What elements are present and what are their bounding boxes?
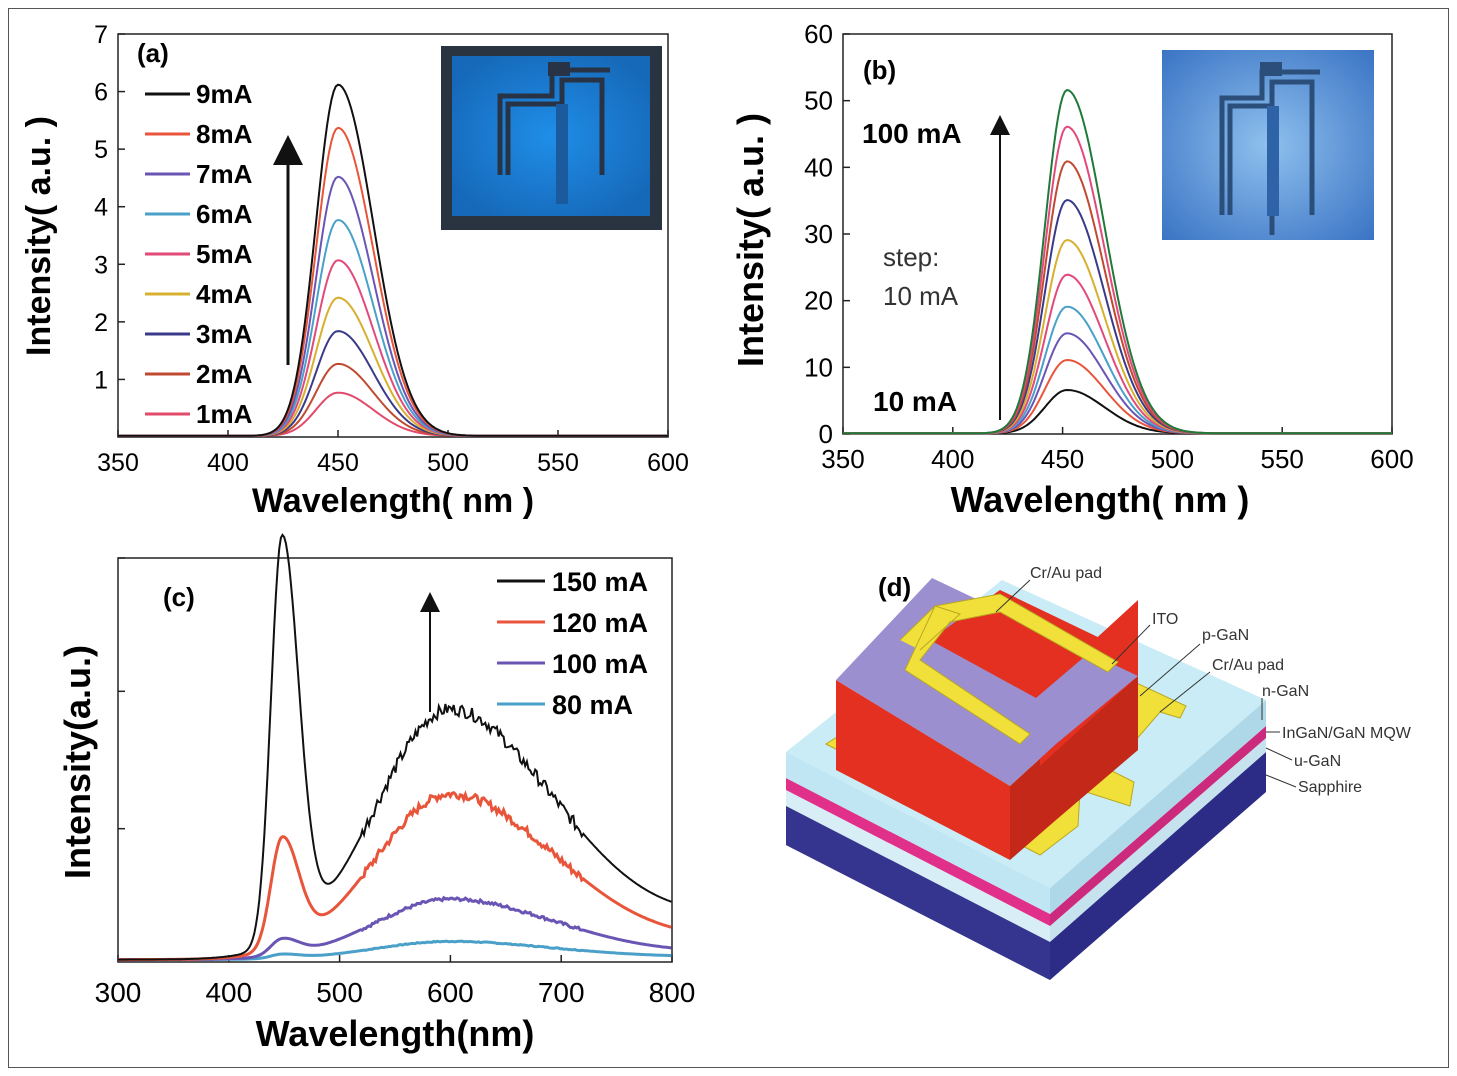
x-tick-label: 550 [1261,444,1304,474]
annotation-step: step: [883,242,939,272]
y-axis-label-a: Intensity( a.u. ) [20,116,58,356]
panel-a: 350 400 450 500 550 600 1 2 3 4 5 6 7 (a) 9mA 8mA 7mA… [20,21,689,520]
y-axis-label-c: Intensity(a.u.) [57,645,98,879]
annotation-100ma: 100 mA [862,118,962,149]
y-axis-label-b: Intensity( a.u. ) [730,113,771,367]
label-p-gan: p-GaN [1202,627,1249,644]
y-tick-label: 60 [804,19,833,49]
y-tick-label: 2 [94,309,108,337]
inset-photo-b [1162,50,1374,240]
x-tick-label: 550 [537,449,579,477]
x-axis-label-b: Wavelength( nm ) [951,479,1250,520]
panel-label-b: (b) [863,55,896,85]
x-tick-label: 600 [647,449,689,477]
plot-area-a [117,33,669,438]
label-cr-au-pad-2: Cr/Au pad [1212,657,1284,674]
legend-label: 4mA [196,279,253,309]
series-line-150mA [118,533,672,961]
legend-label: 150 mA [552,567,648,597]
panel-d-device-diagram: (d) Cr/Au pad ITO p-GaN Cr/Au pad n-GaN … [786,565,1412,980]
legend-label: 7mA [196,159,253,189]
u-gan-front [786,790,1050,942]
x-tick-label: 400 [207,449,249,477]
legend-label: 100 mA [552,649,648,679]
annotation-step-value: 10 mA [883,281,959,311]
x-tick-label: 800 [649,977,696,1008]
legend-a: 9mA 8mA 7mA 6mA 5mA 4mA 3mA 2mA 1mA [145,79,253,429]
panel-c: 300 400 500 600 700 800 (c) 150 mA 120 mA 100 m… [57,533,696,1054]
legend-label: 8mA [196,119,253,149]
y-tick-label: 1 [94,366,108,394]
y-tick-label: 7 [94,21,108,49]
p-gan-mesa-1 [836,680,1010,860]
label-cr-au-pad-1: Cr/Au pad [1030,565,1102,582]
y-tick-label: 4 [94,194,108,222]
x-axis-label-a: Wavelength( nm ) [252,482,534,520]
leader-p-gan [1139,643,1201,697]
x-tick-label: 600 [1370,444,1413,474]
mqw-front [786,778,1050,926]
x-tick-label: 500 [427,449,469,477]
x-tick-label: 350 [97,449,139,477]
x-tick-label: 600 [427,977,474,1008]
label-u-gan: u-GaN [1294,753,1341,770]
leader-cr-au-pad-1 [995,579,1031,613]
legend-label: 5mA [196,239,253,269]
y-tick-label: 40 [804,152,833,182]
panel-label-a: (a) [137,38,169,68]
leader-sapphire [1265,774,1297,788]
x-tick-label: 400 [931,444,974,474]
label-mqw: InGaN/GaN MQW [1282,725,1412,742]
y-tick-label: 6 [94,79,108,107]
legend-label: 1mA [196,399,253,429]
y-tick-label: 5 [94,136,108,164]
panel-label-c: (c) [163,582,195,612]
x-tick-label: 500 [1151,444,1194,474]
legend-c: 150 mA 120 mA 100 mA 80 mA [497,567,648,720]
x-tick-label: 300 [95,977,142,1008]
x-axis-label-c: Wavelength(nm) [256,1013,535,1054]
series-line-100mA [843,88,1392,435]
label-sapphire: Sapphire [1298,779,1362,796]
plot-area-c [117,557,673,963]
legend-label: 2mA [196,359,253,389]
sapphire-side [1050,752,1266,980]
leader-u-gan [1265,747,1293,761]
series-line-9mA [118,83,668,437]
panel-b: 350 400 450 500 550 600 0 10 20 30 40 50 60 (b) 100… [730,19,1414,520]
leader-ito [1111,624,1151,665]
legend-label: 80 mA [552,690,633,720]
legend-label: 120 mA [552,608,648,638]
series-line-80mA [118,939,672,962]
panel-label-d: (d) [878,572,911,602]
y-tick-label: 20 [804,286,833,316]
n-gan-front [786,752,1050,914]
x-tick-label: 450 [317,449,359,477]
series-line-120mA [118,790,672,962]
label-ito: ITO [1152,611,1178,628]
y-tick-label: 30 [804,219,833,249]
y-tick-label: 50 [804,86,833,116]
figure-frame [8,8,1449,1068]
x-tick-label: 500 [316,977,363,1008]
x-tick-label: 350 [821,444,864,474]
y-tick-label: 10 [804,352,833,382]
leader-cr-au-pad-2 [1159,671,1211,713]
y-tick-label: 3 [94,251,108,279]
legend-label: 3mA [196,319,253,349]
inset-photo-a [441,46,662,230]
legend-label: 6mA [196,199,253,229]
annotation-10ma: 10 mA [873,386,957,417]
label-n-gan: n-GaN [1262,683,1309,700]
x-tick-label: 450 [1041,444,1084,474]
x-tick-label: 700 [538,977,585,1008]
x-tick-label: 400 [205,977,252,1008]
p-pad [899,593,1119,745]
legend-label: 9mA [196,79,253,109]
y-tick-label: 0 [819,419,833,449]
